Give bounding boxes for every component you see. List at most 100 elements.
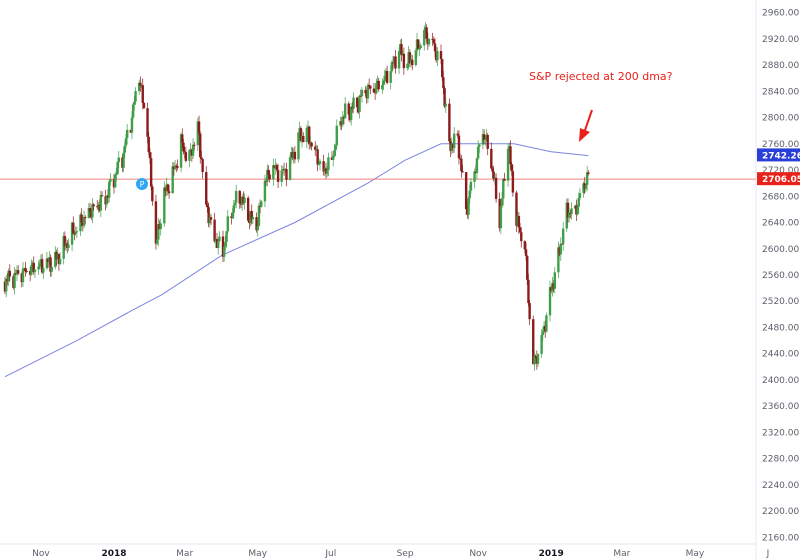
candle-body[interactable] xyxy=(341,116,344,125)
candle-body[interactable] xyxy=(541,331,545,336)
candle-body[interactable] xyxy=(402,53,406,69)
candle-body[interactable] xyxy=(443,88,446,107)
candle-body[interactable] xyxy=(191,144,195,156)
candle-body[interactable] xyxy=(32,262,35,273)
candle-body[interactable] xyxy=(221,236,225,257)
candle-body[interactable] xyxy=(490,148,493,169)
candle-body[interactable] xyxy=(517,215,521,228)
candle-body[interactable] xyxy=(116,162,119,174)
candle-body[interactable] xyxy=(335,125,338,146)
candle-body[interactable] xyxy=(318,161,322,164)
candle-body[interactable] xyxy=(576,206,579,215)
candle-body[interactable] xyxy=(406,63,409,69)
candle-body[interactable] xyxy=(464,172,468,210)
candle-body[interactable] xyxy=(506,148,510,181)
candle-body[interactable] xyxy=(482,134,486,141)
candle-body[interactable] xyxy=(42,268,45,273)
candle-body[interactable] xyxy=(238,190,241,204)
candle-body[interactable] xyxy=(377,80,380,90)
candle-body[interactable] xyxy=(331,155,335,160)
candle-body[interactable] xyxy=(226,216,229,232)
candle-body[interactable] xyxy=(358,95,361,113)
candle-body[interactable] xyxy=(486,134,489,149)
candle-body[interactable] xyxy=(364,90,367,94)
candle-body[interactable] xyxy=(233,202,237,206)
candle-body[interactable] xyxy=(468,190,471,199)
candle-body[interactable] xyxy=(585,172,589,185)
candle-body[interactable] xyxy=(148,152,152,159)
candle-body[interactable] xyxy=(167,191,171,194)
candle-body[interactable] xyxy=(256,225,259,231)
candle-body[interactable] xyxy=(45,258,49,269)
candle-body[interactable] xyxy=(73,233,76,235)
candle-body[interactable] xyxy=(260,201,263,207)
candle-body[interactable] xyxy=(448,103,451,142)
candle-body[interactable] xyxy=(433,43,437,52)
candle-body[interactable] xyxy=(308,126,311,145)
candle-body[interactable] xyxy=(432,39,436,44)
candle-body[interactable] xyxy=(587,172,590,174)
candle-body[interactable] xyxy=(70,222,74,245)
candle-body[interactable] xyxy=(532,319,535,365)
candle-body[interactable] xyxy=(37,266,40,270)
candle-body[interactable] xyxy=(458,158,462,160)
candle-body[interactable] xyxy=(499,206,503,229)
candle-body[interactable] xyxy=(322,161,325,172)
candle-body[interactable] xyxy=(272,165,275,180)
candle-body[interactable] xyxy=(49,257,52,272)
candle-body[interactable] xyxy=(124,138,128,146)
candle-body[interactable] xyxy=(484,139,487,141)
candle-body[interactable] xyxy=(179,134,183,168)
candle-body[interactable] xyxy=(141,85,144,103)
candle-body[interactable] xyxy=(193,144,196,146)
candle-body[interactable] xyxy=(91,204,94,218)
candle-body[interactable] xyxy=(536,353,540,364)
candle-body[interactable] xyxy=(217,241,220,249)
candle-body[interactable] xyxy=(115,173,118,175)
candle-body[interactable] xyxy=(218,236,221,242)
candle-body[interactable] xyxy=(520,232,523,242)
candle-body[interactable] xyxy=(390,62,394,72)
candle-body[interactable] xyxy=(567,212,571,218)
candle-body[interactable] xyxy=(267,169,270,175)
candle-body[interactable] xyxy=(99,195,103,211)
candle-body[interactable] xyxy=(475,158,479,174)
candle-body[interactable] xyxy=(452,133,456,149)
candle-body[interactable] xyxy=(54,251,57,268)
candle-body[interactable] xyxy=(250,210,253,220)
candle-body[interactable] xyxy=(206,204,209,208)
candle-body[interactable] xyxy=(288,157,292,180)
candle-body[interactable] xyxy=(155,239,159,244)
candle-body[interactable] xyxy=(385,71,389,83)
candle-body[interactable] xyxy=(159,223,162,230)
candle-body[interactable] xyxy=(200,157,203,159)
candle-body[interactable] xyxy=(367,84,371,86)
candle-body[interactable] xyxy=(570,208,573,215)
candle-body[interactable] xyxy=(366,84,370,99)
candle-body[interactable] xyxy=(268,174,271,180)
candle-body[interactable] xyxy=(334,145,337,151)
candle-body[interactable] xyxy=(423,30,426,46)
candle-body[interactable] xyxy=(492,171,495,180)
candle-body[interactable] xyxy=(419,45,422,48)
candle-body[interactable] xyxy=(224,242,227,247)
candle-body[interactable] xyxy=(113,174,117,188)
candle-body[interactable] xyxy=(524,249,528,256)
candle-body[interactable] xyxy=(518,227,522,233)
candle-body[interactable] xyxy=(205,172,208,205)
candle-body[interactable] xyxy=(280,170,283,182)
candlestick-layer[interactable] xyxy=(3,22,590,371)
candle-body[interactable] xyxy=(469,181,473,191)
candle-body[interactable] xyxy=(561,228,565,245)
candle-body[interactable] xyxy=(87,208,91,218)
candle-body[interactable] xyxy=(188,150,191,161)
candle-body[interactable] xyxy=(213,219,216,242)
candle-body[interactable] xyxy=(491,168,494,172)
candle-body[interactable] xyxy=(436,51,439,61)
candle-body[interactable] xyxy=(500,198,504,207)
candle-body[interactable] xyxy=(343,103,347,119)
candle-body[interactable] xyxy=(16,270,20,274)
candle-body[interactable] xyxy=(109,179,112,182)
candle-body[interactable] xyxy=(173,165,177,170)
